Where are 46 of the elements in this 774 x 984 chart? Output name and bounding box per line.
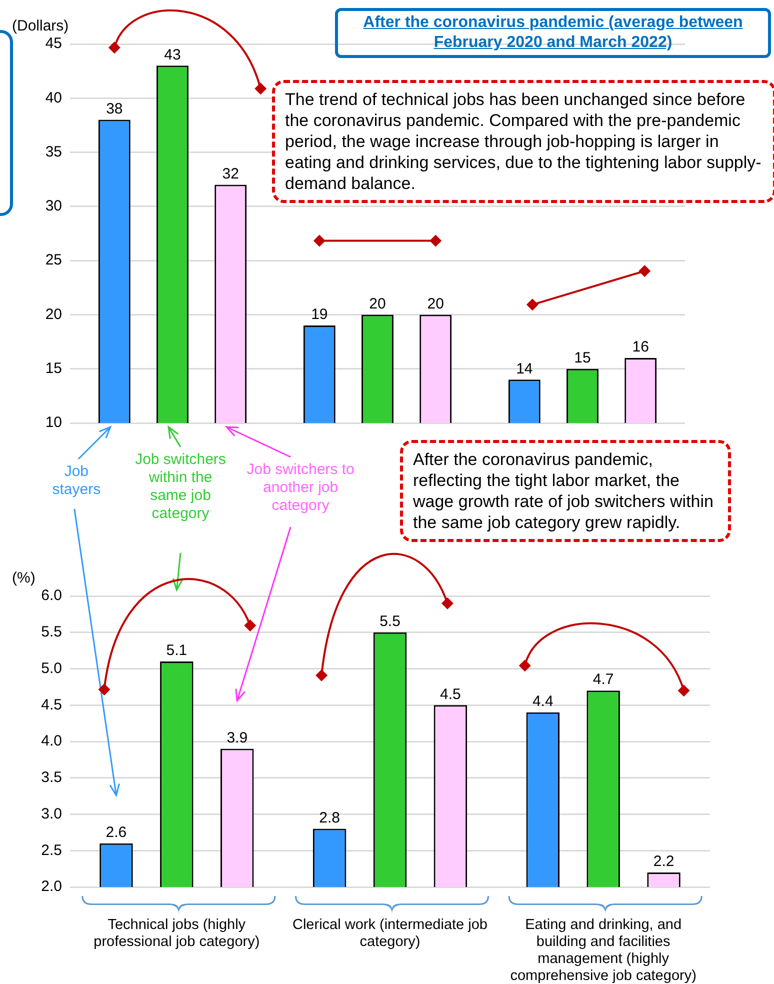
legend-label: Job stayers: [51, 463, 102, 499]
y-tick-label: 45: [45, 35, 62, 52]
x-tick-label: Eating and drinking, and building and facilities management (highly comprehensive job category): [509, 917, 698, 984]
data-label: 2.6: [106, 824, 127, 841]
data-label: 5.5: [380, 613, 400, 630]
data-label: 14: [516, 360, 533, 378]
data-label: 4.5: [440, 686, 461, 703]
data-label: 4.7: [592, 671, 614, 688]
annotation: The trend of technical jobs has been unchanged since before the coronavirus pandemic. Compared with the pre-pandemic period, the wage increase through job-hopping is larger in eating and drinking services, due to the tightening labor supply-demand balance.: [272, 80, 774, 203]
data-label: 5.1: [166, 642, 188, 660]
y-tick-label: 4.0: [41, 732, 62, 750]
legend-label: Job switchers within the same job category: [134, 451, 227, 523]
series-label: Job switchers to another job category: [246, 461, 356, 515]
y-tick-label: 30: [45, 198, 62, 215]
x-tick-label: Clerical work (intermediate job category): [291, 917, 488, 951]
y-tick-label: 40: [45, 89, 62, 106]
y-axis-title: (Dollars): [12, 18, 69, 35]
y-tick-label: 5.5: [41, 624, 62, 641]
data-label: 20: [427, 295, 444, 312]
y-tick-label: 4.5: [41, 696, 62, 714]
y-tick-label: 2.5: [41, 842, 62, 859]
data-label: 3.9: [226, 729, 248, 746]
data-label: 32: [222, 165, 239, 182]
y-tick-label: 35: [45, 143, 62, 160]
data-label: 19: [311, 306, 328, 324]
y-tick-label: 2.0: [41, 878, 62, 896]
data-label: 2.8: [319, 809, 340, 826]
data-label: 4.4: [532, 693, 554, 710]
y-axis-title: (%): [12, 570, 36, 587]
y-tick-label: 10: [45, 414, 62, 432]
text: After the coronavirus pandemic, reflecting the tight labor market, the wage growth rate of job switchers within the same job category grew rapidly.: [400, 440, 731, 542]
y-tick-label: 6.0: [41, 587, 62, 604]
data-label: 16: [632, 338, 649, 356]
data-label: 15: [574, 350, 591, 366]
y-tick-label: 3.0: [41, 805, 62, 822]
y-tick-label: 3.5: [41, 769, 62, 786]
data-label: 20: [369, 295, 386, 312]
x-tick-label: Technical jobs (highly professional job category): [92, 917, 261, 951]
y-tick-label: 25: [45, 252, 62, 269]
y-tick-label: 15: [45, 360, 62, 377]
y-tick-label: 20: [45, 306, 62, 323]
data-label: 2.2: [653, 853, 674, 870]
data-label: 38: [106, 100, 123, 118]
y-tick-label: 5.0: [41, 660, 62, 677]
chart-title: After the coronavirus pandemic (average between February 2020 and March 2022): [335, 8, 771, 58]
data-label: 43: [164, 46, 181, 64]
